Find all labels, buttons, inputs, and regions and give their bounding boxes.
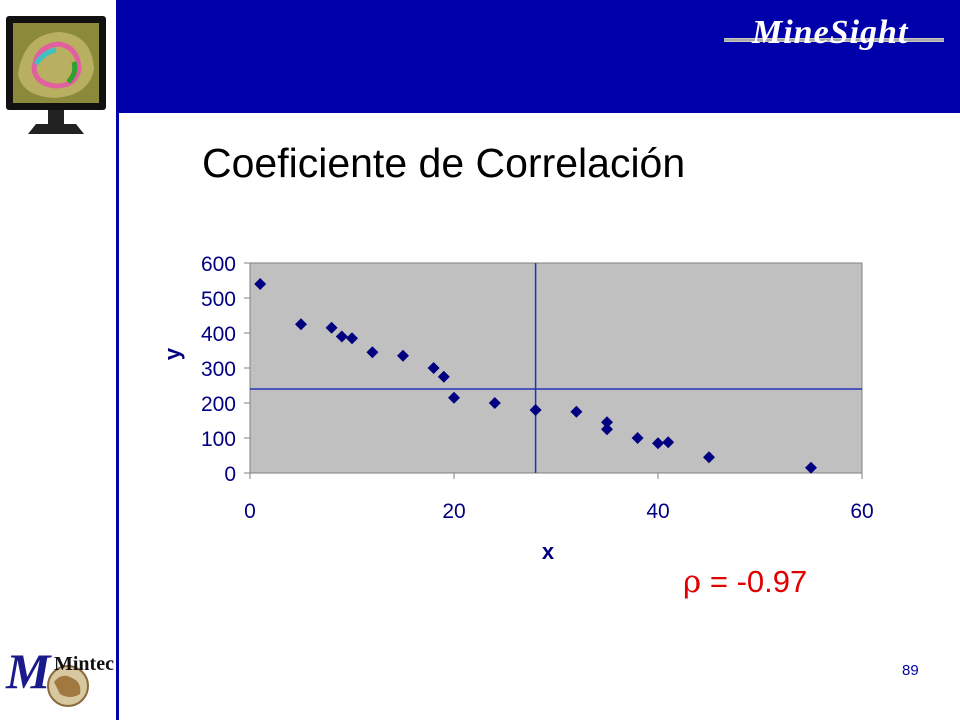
mintec-wordmark: Mintec [54, 653, 114, 675]
data-point [397, 349, 409, 362]
monitor-icon [6, 16, 106, 134]
data-point [254, 278, 267, 290]
slide-title: Coeficiente de Correlación [202, 140, 686, 186]
x-tick-label: 60 [850, 500, 873, 523]
x-tick-label: 20 [442, 500, 465, 523]
svg-text:M: M [5, 643, 52, 699]
data-point [601, 423, 613, 436]
data-point [366, 346, 379, 359]
data-point [570, 405, 583, 418]
data-point [427, 362, 440, 374]
page-number: 89 [902, 662, 919, 679]
correlation-coefficient: ρ = -0.97 [683, 564, 807, 600]
plot-area [249, 262, 863, 474]
data-point [335, 330, 348, 343]
y-tick-label: 500 [201, 288, 236, 311]
x-tick-label: 40 [646, 500, 669, 523]
y-axis-label: y [160, 347, 185, 360]
left-border-line [116, 0, 119, 720]
brand-name: MineSight [752, 14, 909, 51]
data-point [652, 437, 664, 450]
y-tick-label: 400 [201, 323, 236, 346]
x-tick-label: 0 [244, 500, 256, 523]
y-tick-label: 200 [201, 393, 236, 416]
scatter-chart: 0 100 200 300 400 500 600 0 20 40 60 x y [160, 253, 874, 564]
data-point [631, 432, 644, 444]
data-point [295, 318, 307, 331]
data-point [529, 404, 542, 416]
header-bar [118, 0, 960, 113]
data-point [448, 391, 460, 404]
minesight-logo: MineSight [724, 10, 944, 68]
data-point [662, 436, 675, 449]
rho-value: = -0.97 [701, 564, 808, 599]
y-tick-label: 100 [201, 428, 236, 451]
data-point [437, 370, 450, 383]
y-tick-label: 300 [201, 358, 236, 381]
rho-symbol: ρ [683, 564, 702, 600]
data-point [601, 416, 613, 429]
data-point [805, 461, 817, 474]
mintec-logo: M Mintec [5, 643, 114, 707]
data-point [346, 332, 358, 345]
x-axis-label: x [542, 539, 555, 564]
y-tick-label: 0 [224, 463, 236, 486]
y-tick-label: 600 [201, 253, 236, 276]
data-point [488, 397, 501, 409]
data-point [325, 321, 338, 334]
data-point [703, 451, 715, 464]
